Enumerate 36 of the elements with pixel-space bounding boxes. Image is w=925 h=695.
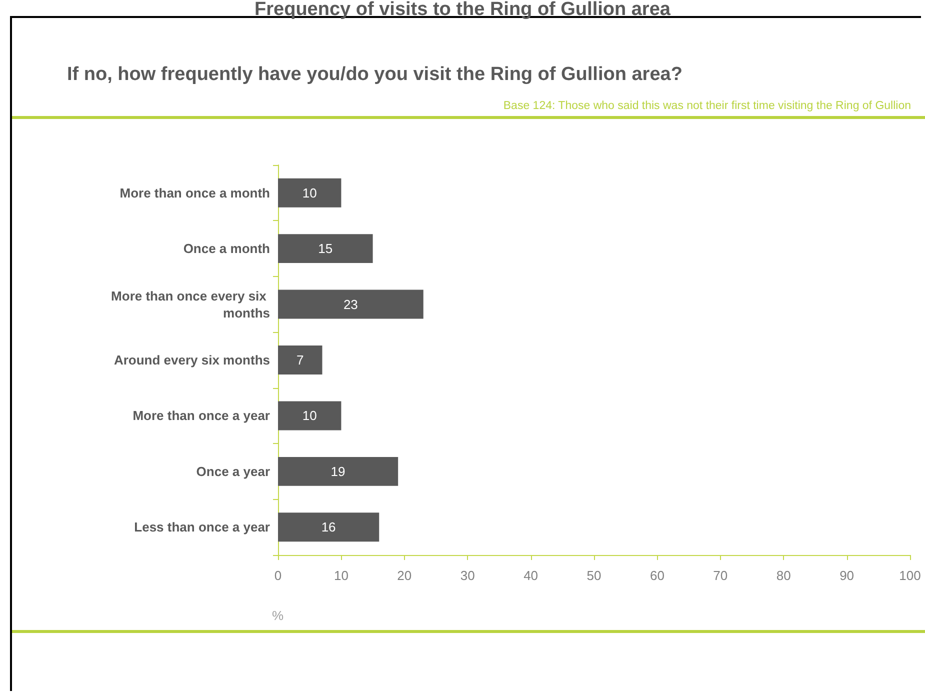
x-tick-label: 20 xyxy=(397,568,412,583)
x-tick-label: 30 xyxy=(460,568,475,583)
x-tick-label: 0 xyxy=(274,568,282,583)
y-tick-label: Less than once a year xyxy=(134,520,270,535)
bar xyxy=(278,346,322,374)
data-label: 10 xyxy=(302,408,317,424)
data-label: 23 xyxy=(343,296,358,312)
bar xyxy=(278,290,424,319)
bar xyxy=(278,456,398,486)
y-tick-label: Around every six months xyxy=(114,352,270,368)
text: Base 124: Those who said this was not their first time visiting the Ring of Gullion xyxy=(503,100,911,112)
x-tick-label: 100 xyxy=(899,568,921,583)
y-tick-label: More than once a year xyxy=(132,408,270,424)
data-label: 7 xyxy=(296,352,304,368)
data-label: 15 xyxy=(318,241,333,256)
bar xyxy=(278,178,342,208)
x-tick-label: 80 xyxy=(776,568,791,583)
y-tick-label: Once a year xyxy=(196,464,270,479)
y-tick-label: Once a month xyxy=(183,241,270,256)
x-tick-label: 50 xyxy=(586,568,602,583)
chart-subtitle: If no, how frequently have you/do you visit the Ring of Gullion area? xyxy=(67,64,682,86)
x-axis-title: % xyxy=(272,608,284,623)
bar xyxy=(278,401,342,430)
x-tick-label: 60 xyxy=(650,568,664,583)
data-label: 19 xyxy=(330,464,346,479)
y-tick-label: More than once a month xyxy=(120,185,270,200)
x-tick-label: 70 xyxy=(713,568,728,583)
data-label: 10 xyxy=(302,185,317,200)
x-tick-label: 40 xyxy=(524,568,538,583)
x-tick-label: 90 xyxy=(840,568,854,583)
chart-title: Frequency of visits to the Ring of Gullion area xyxy=(254,0,672,20)
y-tick-label: More than once every six months xyxy=(111,288,270,320)
bar xyxy=(278,234,373,264)
x-tick-label: 10 xyxy=(334,568,348,583)
bar xyxy=(278,512,380,542)
data-label: 16 xyxy=(321,520,336,535)
